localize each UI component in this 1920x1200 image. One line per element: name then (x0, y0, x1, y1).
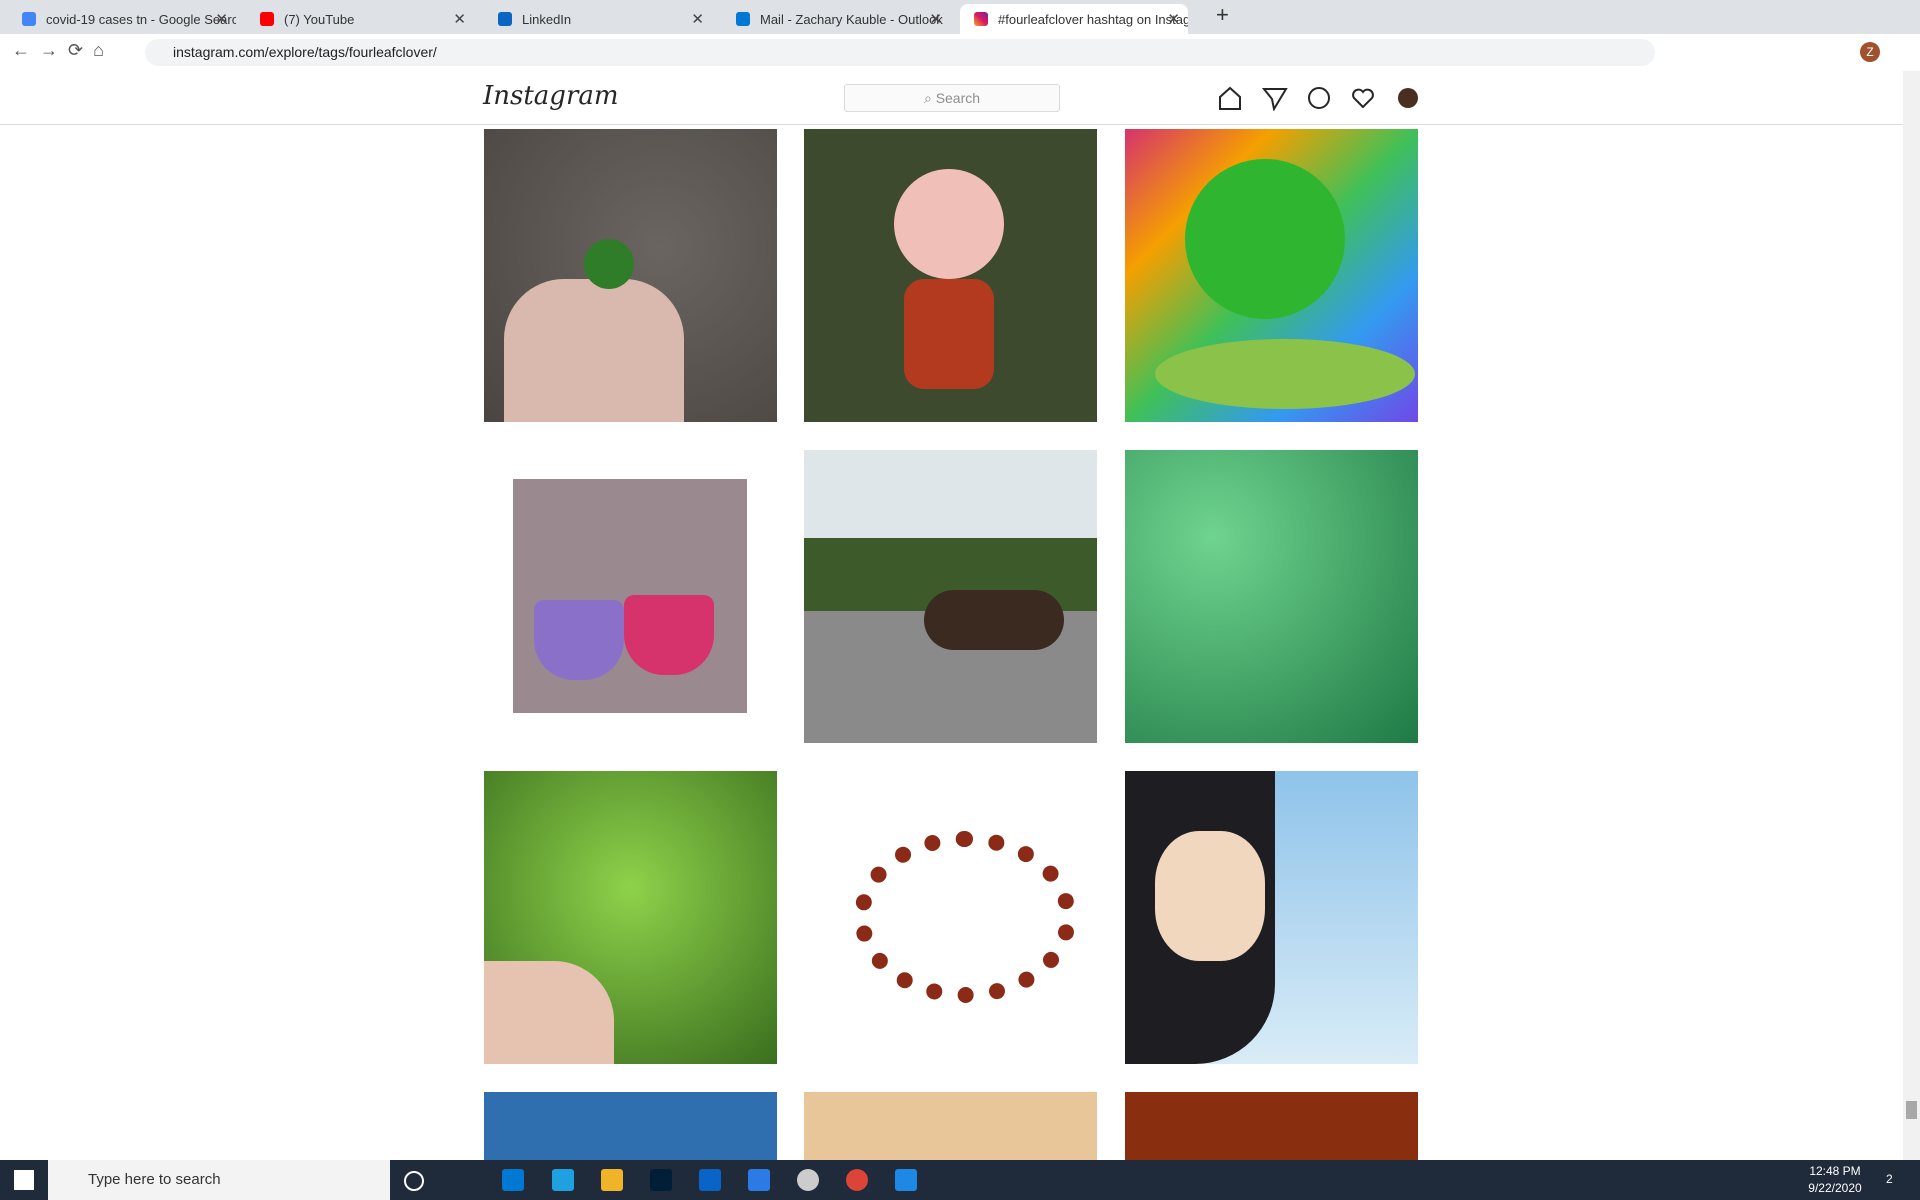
post-thumbnail[interactable] (804, 129, 1097, 422)
new-tab[interactable]: + (1216, 2, 1229, 27)
post-thumbnail[interactable] (804, 1092, 1097, 1160)
tab-title: (7) YouTube (284, 11, 355, 27)
search-placeholder: Search (935, 90, 981, 106)
tab-title: #fourleafclover hashtag on Instag (998, 11, 1188, 27)
app-icon[interactable] (552, 1169, 574, 1191)
tab[interactable]: (7) YouTube ✕ (246, 4, 474, 34)
tab-title: covid-19 cases tn - Google Searc (46, 11, 236, 27)
tab[interactable]: #fourleafclover hashtag on Instag ✕ (960, 4, 1188, 34)
start-button[interactable] (14, 1170, 34, 1190)
app-icon[interactable] (699, 1169, 721, 1191)
url-field[interactable]: instagram.com/explore/tags/fourleafclove… (145, 39, 1655, 66)
search-box[interactable]: ⌕ Search (844, 84, 1060, 112)
post-thumbnail[interactable] (484, 1092, 777, 1160)
cortana[interactable] (404, 1171, 424, 1191)
app-icon[interactable] (748, 1169, 770, 1191)
taskbar-search-placeholder: Type here to search (88, 1171, 221, 1188)
tab[interactable]: Mail - Zachary Kauble - Outlook ✕ (722, 4, 950, 34)
tab[interactable]: LinkedIn ✕ (484, 4, 712, 34)
notifications[interactable]: 2 (1886, 1172, 1893, 1186)
post-thumbnail[interactable] (484, 771, 777, 1064)
address-bar: ← → ⟳ ⌂ instagram.com/explore/tags/fourl… (0, 34, 1920, 72)
nav-buttons[interactable]: ← → ⟳ ⌂ (12, 40, 104, 60)
taskbar-search[interactable]: Type here to search (48, 1160, 390, 1200)
post-thumbnail[interactable] (1125, 129, 1418, 422)
post-thumbnail[interactable] (484, 450, 777, 743)
scrollbar[interactable] (1903, 71, 1920, 1160)
app-icon[interactable] (846, 1169, 868, 1191)
tab[interactable]: covid-19 cases tn - Google Searc ✕ (8, 4, 236, 34)
taskbar: Type here to search 12:48 PM 9/22/2020 2 (0, 1160, 1920, 1200)
url: instagram.com/explore/tags/fourleafclove… (173, 44, 437, 60)
time: 12:48 PM (1809, 1164, 1861, 1178)
tab-title: Mail - Zachary Kauble - Outlook (760, 11, 943, 27)
feed (0, 125, 1903, 1160)
app-icon[interactable] (601, 1169, 623, 1191)
tab-title: LinkedIn (522, 11, 572, 27)
app-icon[interactable] (502, 1169, 524, 1191)
tab-bar: covid-19 cases tn - Google Searc ✕ (7) Yo… (0, 0, 1920, 34)
date: 9/22/2020 (1808, 1181, 1862, 1195)
nav-icons[interactable] (1218, 85, 1418, 111)
profile[interactable]: Z (1860, 42, 1880, 62)
post-thumbnail[interactable] (1125, 771, 1418, 1064)
post-thumbnail[interactable] (1125, 1092, 1418, 1160)
app-icon[interactable] (895, 1169, 917, 1191)
instagram-header: Instagram ⌕ Search (0, 71, 1903, 125)
app-icon[interactable] (650, 1169, 672, 1191)
clock[interactable]: 12:48 PM 9/22/2020 (1800, 1164, 1870, 1195)
post-thumbnail[interactable] (1125, 450, 1418, 743)
app-icon[interactable] (797, 1169, 819, 1191)
post-thumbnail[interactable] (484, 129, 777, 422)
post-thumbnail[interactable] (804, 771, 1097, 1064)
post-thumbnail[interactable] (804, 450, 1097, 743)
logo[interactable]: Instagram (483, 81, 619, 111)
